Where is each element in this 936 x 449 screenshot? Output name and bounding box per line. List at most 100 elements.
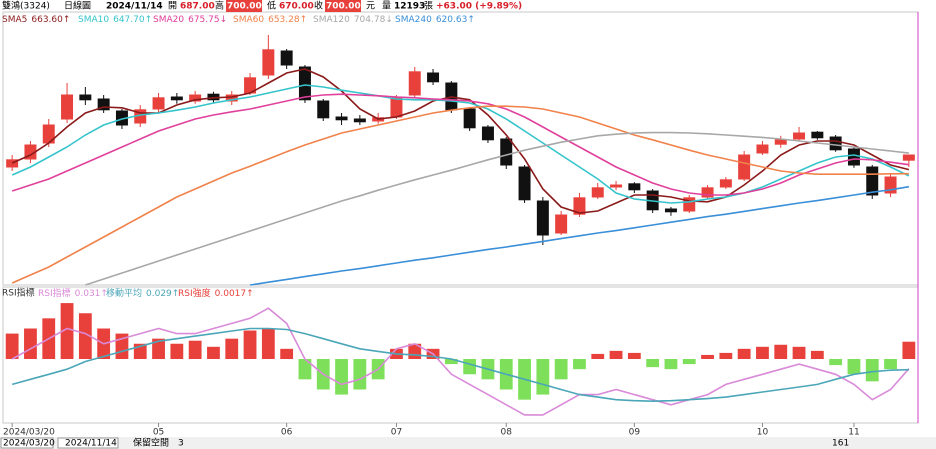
reserve-label: 保留空間	[133, 437, 169, 449]
start-input[interactable]	[0, 437, 54, 449]
histogram-bar	[664, 359, 678, 370]
histogram-bar	[444, 359, 458, 365]
histogram-bar	[792, 346, 806, 359]
candle-body	[79, 94, 92, 101]
legend-name: SMA120	[313, 15, 350, 25]
stock-name: 雙鴻(3324)	[2, 0, 50, 12]
candle-body	[500, 138, 513, 166]
histogram-bar	[682, 359, 696, 365]
legend-name: SMA60	[233, 15, 264, 25]
legend-value: 663.60↑	[31, 15, 70, 25]
candle-body	[317, 100, 330, 119]
legend-entry: RSI強度 0.0017↑	[178, 287, 254, 299]
x-tick-label: 2024/03/20	[3, 428, 55, 438]
candle-body	[97, 98, 110, 111]
candle-body	[701, 187, 714, 198]
candle-body	[829, 136, 842, 151]
footer: 2024/03/20 2024/11/14 保留空間 3 161	[0, 437, 849, 449]
histogram-bar	[756, 346, 769, 359]
candle-body	[427, 72, 440, 83]
candle-body	[335, 116, 348, 121]
legend-name: SMA10	[78, 15, 109, 25]
candle-body	[6, 159, 19, 168]
candle-body	[683, 197, 696, 212]
close: 700.00	[326, 2, 361, 12]
histogram-bar	[243, 330, 257, 359]
legend-name: SMA20	[153, 15, 184, 25]
legend-value: 0.029↑	[146, 289, 179, 299]
volume: 12193	[394, 2, 425, 12]
candle-body	[170, 96, 183, 101]
candle-body	[518, 166, 531, 201]
histogram-bar	[78, 313, 92, 359]
histogram-bar	[335, 359, 348, 395]
indicator-line	[249, 185, 910, 286]
histogram-bar	[701, 354, 714, 359]
legend-entry: SMA20 675.75↓	[153, 15, 227, 25]
candle-body	[793, 132, 806, 140]
candle-body	[591, 187, 604, 198]
legend-entry: RSI指標 0.031↑	[38, 287, 108, 299]
candle-body	[262, 49, 275, 76]
indicator-line	[11, 93, 910, 196]
indicator-line	[11, 307, 910, 416]
candle-body	[353, 118, 366, 123]
x-tick-label: 09	[629, 428, 641, 438]
histogram-bar	[847, 359, 861, 375]
candle-body	[61, 94, 74, 120]
open-label: 開	[168, 1, 177, 12]
histogram-bar	[463, 359, 477, 375]
histogram-bar	[24, 328, 37, 359]
legend-value: 653.28↑	[268, 15, 307, 25]
indicator-line	[11, 84, 910, 204]
x-tick-label: 08	[501, 428, 513, 438]
histogram-bar	[298, 359, 312, 380]
histogram-bar	[810, 350, 824, 359]
indicator-line	[85, 131, 909, 286]
end: 2024/11/14	[65, 439, 117, 449]
legend-value: 620.63↑	[436, 15, 475, 25]
histogram-bar	[902, 341, 916, 359]
x-tick-label: 05	[153, 428, 164, 438]
date: 2024/11/14	[106, 2, 163, 12]
header: 雙鴻(3324) 日線圖 2024/11/14 開 687.00 高 700.0…	[2, 0, 522, 12]
legend-entry: SMA10 647.70↑	[78, 15, 152, 25]
end-input[interactable]	[57, 437, 119, 449]
high-bg	[226, 0, 262, 12]
histogram-bar	[829, 359, 843, 366]
start: 2024/03/20	[3, 439, 55, 449]
histogram-bar	[609, 350, 623, 359]
legend-name: RSI強度	[178, 287, 211, 299]
histogram-bar	[170, 343, 184, 359]
candle-body	[280, 50, 293, 66]
candle-body	[390, 97, 403, 118]
histogram-bar	[261, 328, 275, 359]
legend-value: 704.78↓	[354, 15, 393, 25]
indicator-line	[11, 105, 909, 284]
histogram-bar	[60, 303, 74, 359]
candle-body	[664, 208, 677, 213]
candle-body	[408, 71, 421, 96]
histogram-bar	[884, 359, 897, 370]
candle-body	[610, 184, 623, 188]
legend-entry: 移動平均 0.029↑	[106, 287, 179, 299]
low-label: 低	[267, 0, 276, 12]
candle-body	[719, 179, 732, 188]
low: 670.00	[279, 2, 314, 12]
legend-value: 0.031↑	[75, 289, 108, 299]
candle-body	[573, 197, 586, 215]
volume-unit: 張	[424, 1, 433, 12]
histogram-bar	[774, 344, 788, 359]
legend-value: 0.0017↑	[215, 289, 254, 299]
x-tick-label: 10	[757, 428, 769, 438]
change: +63.00 (+9.89%)	[436, 2, 522, 12]
legend-name: RSI指標	[38, 287, 71, 299]
candle-body	[152, 97, 165, 110]
histogram-bar	[719, 352, 733, 359]
histogram-bar	[573, 359, 586, 370]
candle-body	[774, 139, 787, 145]
histogram-bar	[591, 353, 605, 359]
legend-entry: SMA5 663.60↑	[2, 15, 70, 25]
indicator-title: RSI指標	[2, 287, 35, 299]
histogram-bar	[646, 359, 660, 368]
